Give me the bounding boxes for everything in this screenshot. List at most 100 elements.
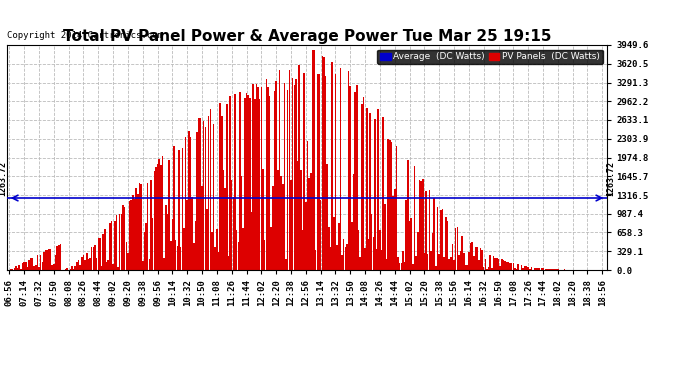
Bar — [411, 218, 412, 270]
Bar — [201, 186, 203, 270]
Bar — [135, 188, 137, 270]
Bar — [218, 252, 219, 270]
Bar — [117, 267, 119, 270]
Bar — [102, 234, 104, 270]
Bar — [457, 227, 458, 270]
Bar — [526, 266, 527, 270]
Bar — [259, 99, 261, 270]
Bar — [435, 266, 437, 270]
Bar — [353, 174, 355, 270]
Bar — [175, 240, 177, 270]
Bar — [288, 70, 290, 270]
Bar — [43, 252, 45, 270]
Bar — [124, 207, 126, 270]
Bar — [486, 268, 488, 270]
Bar — [518, 264, 519, 270]
Bar — [470, 243, 471, 270]
Bar — [28, 260, 30, 270]
Bar — [412, 264, 413, 270]
Bar — [448, 259, 450, 270]
Bar — [208, 116, 210, 270]
Bar — [506, 262, 508, 270]
Bar — [394, 189, 395, 270]
Bar — [350, 86, 351, 270]
Bar — [363, 97, 364, 270]
Bar — [229, 96, 231, 270]
Bar — [165, 205, 166, 270]
Bar — [249, 98, 250, 270]
Bar — [549, 269, 551, 270]
Bar — [223, 170, 224, 270]
Bar — [446, 221, 448, 270]
Bar — [308, 178, 310, 270]
Bar — [110, 222, 112, 270]
Bar — [473, 256, 475, 270]
Bar — [302, 230, 304, 270]
Bar — [216, 230, 217, 270]
Bar — [279, 70, 280, 270]
Bar — [246, 93, 247, 270]
Bar — [89, 258, 91, 270]
Bar — [164, 258, 165, 270]
Bar — [535, 268, 537, 270]
Bar — [430, 251, 432, 270]
Bar — [379, 230, 381, 270]
Bar — [129, 201, 130, 270]
Bar — [381, 250, 382, 270]
Bar — [140, 184, 142, 270]
Bar — [206, 209, 208, 270]
Bar — [177, 246, 178, 270]
Bar — [524, 266, 526, 270]
Bar — [508, 262, 509, 270]
Bar — [488, 267, 489, 270]
Bar — [65, 269, 66, 270]
Bar — [119, 214, 121, 270]
Bar — [310, 173, 312, 270]
Bar — [101, 267, 102, 270]
Bar — [420, 181, 422, 270]
Bar — [427, 255, 428, 270]
Bar — [397, 258, 399, 270]
Bar — [460, 251, 462, 270]
Bar — [402, 251, 404, 270]
Bar — [25, 262, 27, 270]
Bar — [417, 232, 419, 270]
Bar — [88, 259, 89, 270]
Bar — [546, 268, 547, 270]
Bar — [356, 84, 357, 270]
Bar — [275, 81, 277, 270]
Bar — [468, 252, 470, 270]
Bar — [491, 268, 493, 270]
Bar — [355, 92, 356, 270]
Bar — [203, 121, 204, 270]
Bar — [250, 211, 253, 270]
Bar — [540, 268, 542, 270]
Bar — [465, 265, 466, 270]
Bar — [466, 265, 468, 270]
Bar — [215, 248, 216, 270]
Bar — [23, 262, 25, 270]
Bar — [293, 85, 295, 270]
Bar — [180, 247, 181, 270]
Bar — [428, 190, 430, 270]
Bar — [391, 142, 392, 270]
Bar — [359, 257, 361, 270]
Bar — [17, 268, 19, 270]
Bar — [66, 268, 68, 270]
Bar — [425, 192, 427, 270]
Bar — [453, 260, 455, 270]
Bar — [493, 256, 494, 270]
Bar — [181, 148, 183, 270]
Bar — [234, 94, 236, 270]
Bar — [320, 200, 322, 270]
Bar — [41, 262, 43, 270]
Bar — [172, 219, 173, 270]
Bar — [452, 244, 453, 270]
Bar — [513, 264, 514, 270]
Bar — [193, 243, 195, 270]
Bar — [15, 266, 17, 270]
Bar — [267, 87, 268, 270]
Bar — [20, 269, 21, 270]
Bar — [343, 239, 344, 270]
Bar — [261, 87, 262, 270]
